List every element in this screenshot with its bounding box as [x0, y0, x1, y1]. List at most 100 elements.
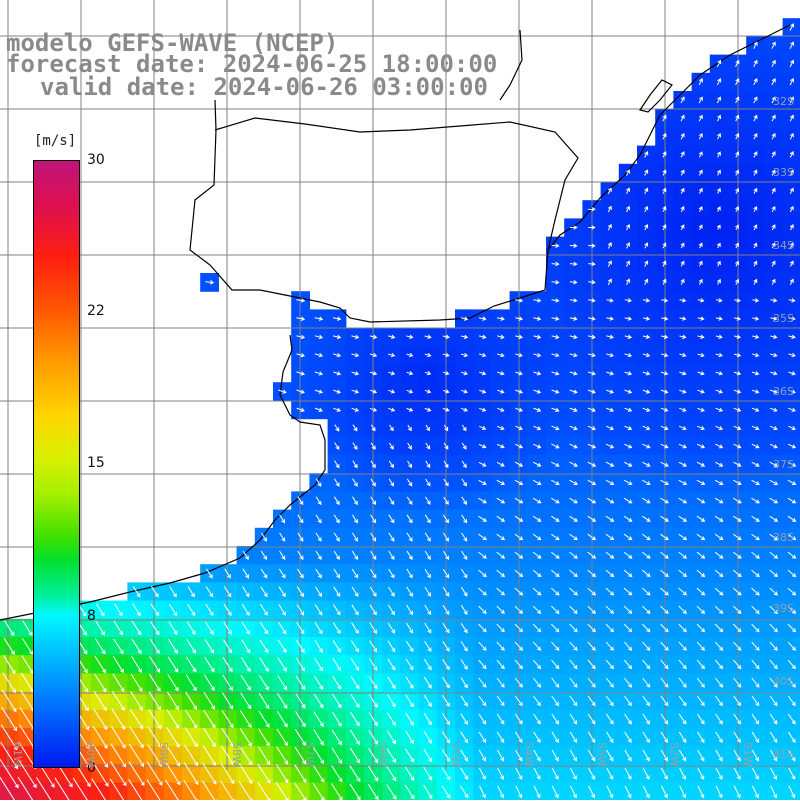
wind-arrow — [751, 677, 760, 688]
wind-arrow — [387, 334, 396, 339]
wind-arrow — [569, 479, 578, 485]
wind-arrow — [515, 389, 524, 394]
wind-arrow — [605, 695, 614, 707]
wind-arrow — [696, 623, 706, 633]
wind-arrow — [588, 316, 596, 321]
wind-arrow — [369, 586, 377, 597]
wind-arrow — [605, 587, 615, 596]
wind-arrow — [605, 443, 615, 449]
wind-arrow — [751, 551, 760, 559]
wind-arrow — [532, 479, 542, 485]
wind-arrow — [296, 586, 304, 598]
wind-arrow — [239, 710, 252, 729]
wind-arrow — [587, 731, 596, 744]
wind-arrow — [642, 497, 651, 504]
wind-arrow — [369, 658, 378, 671]
wind-arrow — [148, 673, 161, 692]
wind-arrow — [331, 747, 343, 764]
wind-arrow — [148, 709, 162, 730]
wind-arrow — [678, 659, 687, 670]
wind-arrow — [569, 605, 578, 614]
wind-arrow — [697, 316, 705, 321]
wind-arrow — [276, 746, 289, 765]
wind-arrow — [587, 407, 596, 412]
wind-arrow — [679, 334, 687, 339]
wind-arrow — [569, 389, 578, 394]
wind-arrow — [131, 621, 142, 636]
wind-arrow — [423, 784, 433, 800]
wind-arrow — [605, 515, 615, 522]
wind-arrow — [278, 568, 286, 579]
wind-arrow — [679, 785, 687, 799]
wind-arrow — [751, 749, 759, 762]
wind-arrow — [276, 693, 288, 709]
wind-arrow — [259, 639, 269, 654]
wind-arrow — [642, 749, 650, 762]
wind-arrow — [368, 730, 378, 745]
wind-arrow — [533, 767, 541, 780]
wind-arrow — [442, 352, 450, 358]
wind-arrow — [716, 59, 722, 68]
wind-arrow — [733, 389, 742, 394]
wind-arrow — [369, 334, 378, 340]
wind-arrow — [605, 623, 615, 633]
wind-arrow — [442, 586, 450, 597]
wind-arrow — [405, 622, 414, 634]
wind-arrow — [349, 765, 361, 783]
wind-arrow — [680, 242, 685, 249]
wind-arrow — [733, 497, 742, 504]
wind-arrow — [551, 243, 560, 248]
wind-arrow — [587, 569, 597, 578]
wind-arrow — [769, 497, 779, 504]
wind-arrow — [204, 656, 215, 673]
wind-arrow — [442, 371, 450, 376]
wind-arrow — [551, 316, 560, 321]
wind-arrow — [551, 533, 560, 541]
wind-arrow — [771, 205, 776, 213]
wind-arrow — [551, 443, 560, 449]
wind-arrow — [771, 96, 776, 104]
wind-arrow — [443, 460, 449, 469]
wind-arrow — [733, 749, 741, 762]
wind-arrow — [165, 744, 181, 767]
wind-arrow — [771, 41, 776, 49]
wind-arrow — [642, 389, 651, 394]
wind-arrow — [587, 677, 596, 688]
wind-arrow — [113, 620, 124, 636]
wind-arrow — [406, 371, 414, 376]
wind-arrow — [641, 587, 651, 596]
wind-arrow — [569, 461, 578, 467]
wind-arrow — [204, 639, 215, 654]
wind-arrow — [460, 371, 469, 376]
wind-arrow — [660, 533, 669, 541]
wind-arrow — [515, 425, 524, 431]
wind-arrow — [587, 605, 596, 614]
wind-arrow — [3, 637, 15, 656]
wind-arrow — [131, 656, 143, 674]
wind-arrow — [461, 460, 467, 469]
wind-arrow — [296, 298, 306, 303]
wind-arrow — [642, 334, 651, 339]
wind-arrow — [370, 478, 376, 487]
wind-arrow — [334, 460, 340, 469]
wind-arrow — [624, 425, 633, 431]
wind-arrow — [312, 764, 325, 783]
wind-arrow — [388, 568, 395, 579]
wind-arrow — [678, 515, 688, 522]
wind-arrow — [569, 425, 578, 431]
wind-arrow — [752, 316, 760, 321]
wind-arrow — [21, 637, 33, 655]
wind-arrow — [461, 424, 467, 432]
wind-arrow — [733, 677, 742, 688]
wind-arrow — [789, 224, 794, 231]
wind-arrow — [787, 515, 797, 522]
wind-arrow — [478, 623, 487, 633]
wind-arrow — [769, 461, 779, 467]
lon-label: 55W — [449, 742, 462, 767]
coastline-south-america — [209, 24, 791, 323]
wind-arrow — [496, 749, 505, 762]
wind-arrow — [424, 568, 431, 579]
wind-arrow — [753, 278, 758, 285]
wind-arrow — [279, 514, 286, 524]
wind-arrow — [313, 711, 324, 728]
